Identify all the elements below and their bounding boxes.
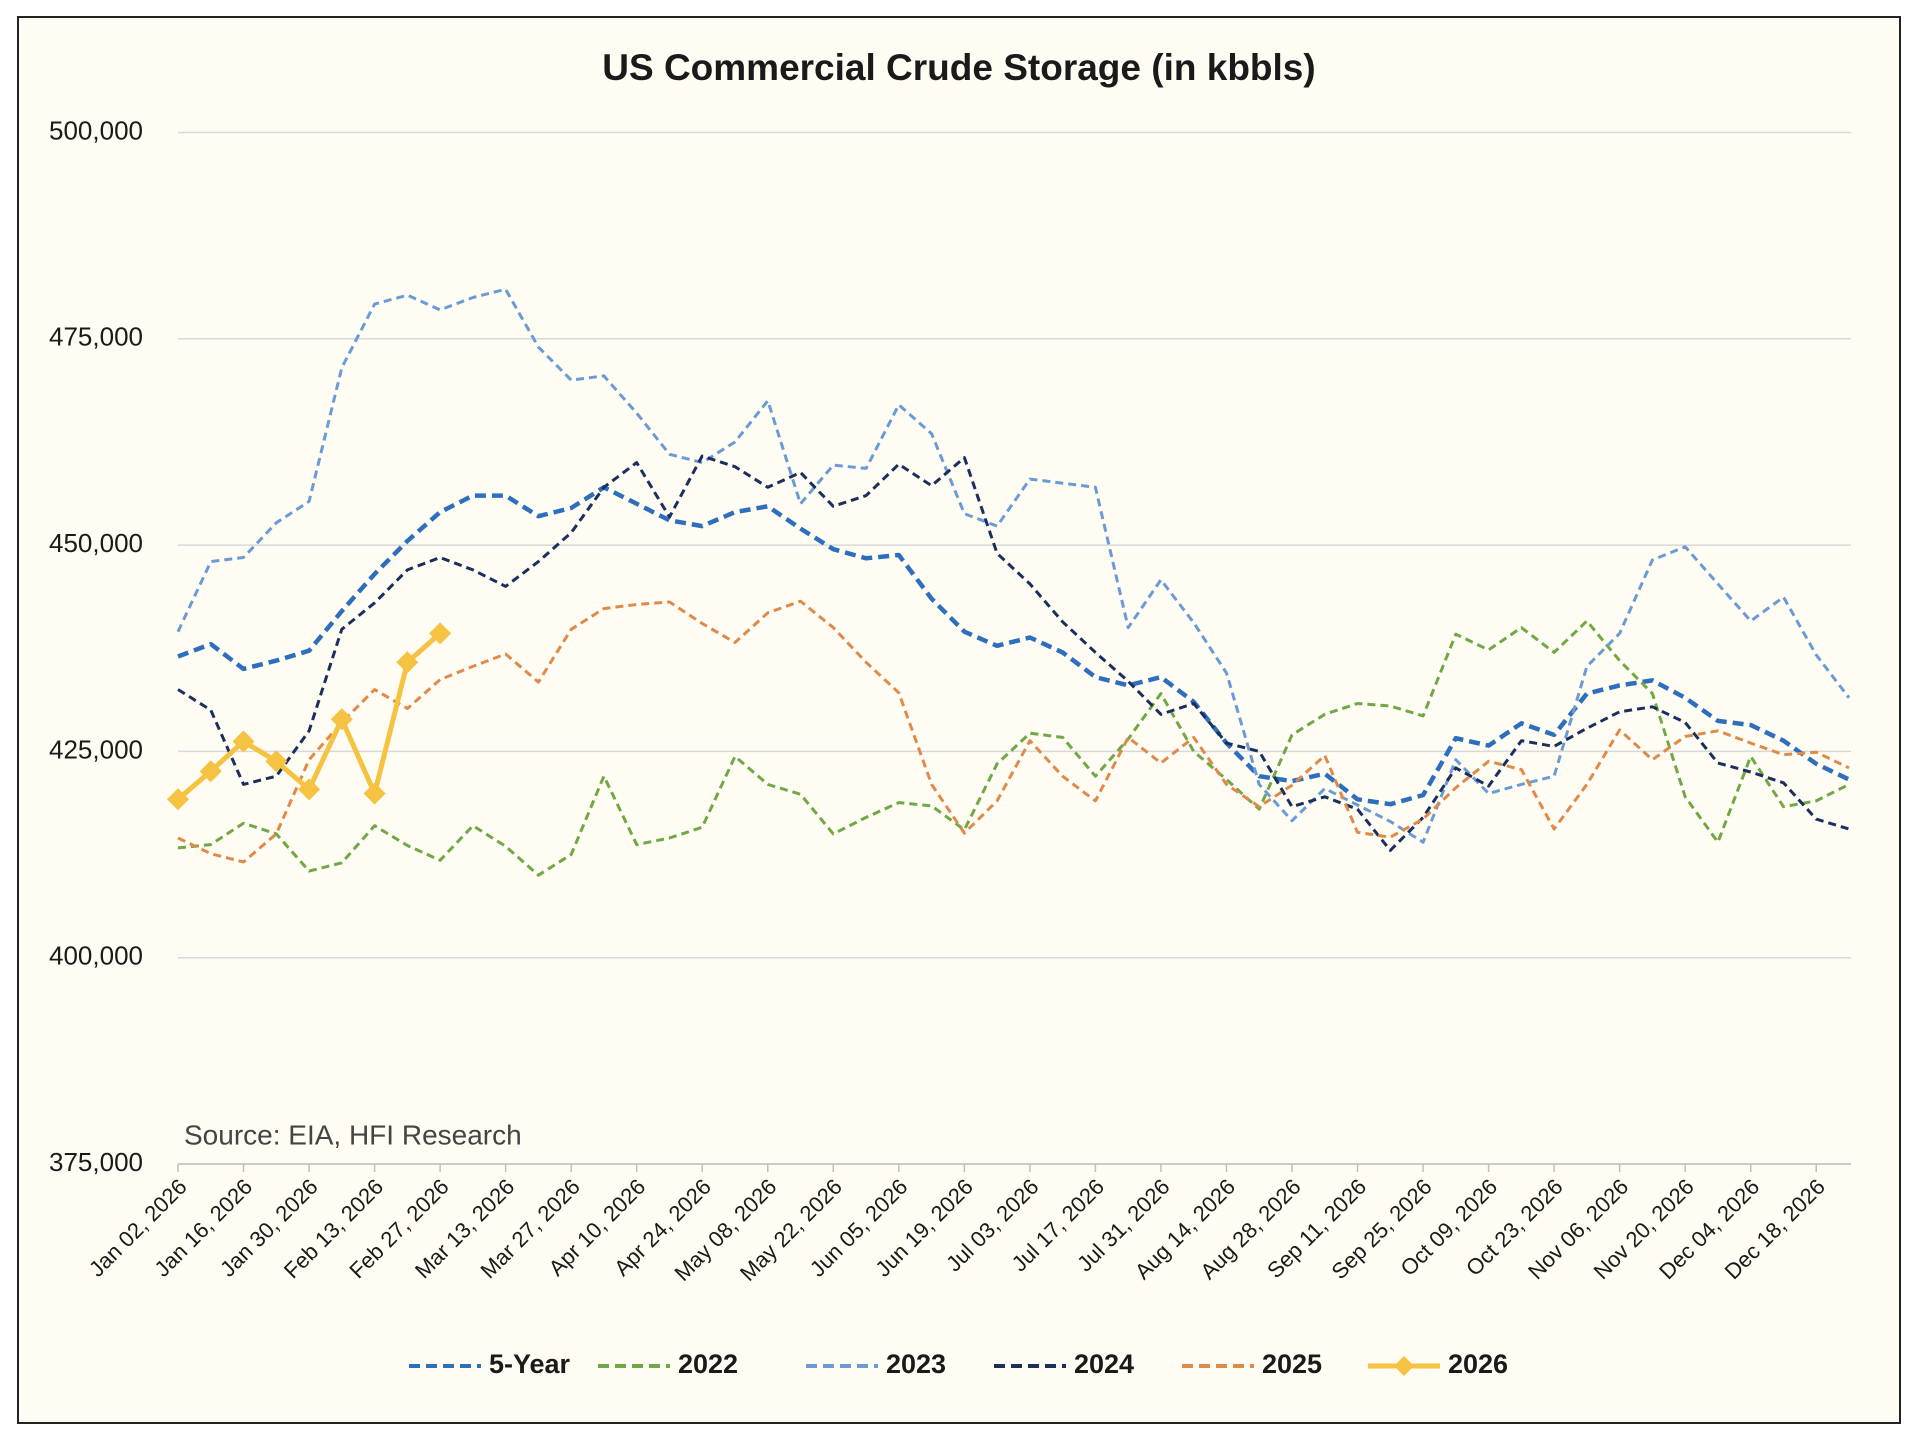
series-line — [176, 287, 1851, 844]
data-point — [298, 778, 321, 801]
series-line — [177, 454, 1850, 852]
y-tick-label: 450,000 — [49, 528, 143, 558]
y-tick-label: 500,000 — [49, 115, 143, 145]
data-point — [232, 730, 255, 753]
legend-label: 2023 — [886, 1349, 946, 1379]
y-tick-label: 375,000 — [49, 1147, 143, 1177]
legend-label: 2024 — [1074, 1349, 1134, 1379]
data-point — [330, 708, 353, 731]
y-tick-label: 475,000 — [49, 322, 143, 352]
y-tick-label: 400,000 — [49, 941, 143, 971]
legend-label: 2025 — [1262, 1349, 1322, 1379]
legend-label: 2022 — [678, 1349, 738, 1379]
data-point — [363, 782, 386, 805]
legend-label: 2026 — [1448, 1349, 1508, 1379]
data-point — [199, 760, 222, 783]
data-point — [396, 651, 419, 674]
chart-title: US Commercial Crude Storage (in kbbls) — [602, 47, 1315, 88]
series-line — [177, 599, 1850, 864]
source-note: Source: EIA, HFI Research — [184, 1119, 522, 1150]
series-line — [177, 619, 1850, 877]
y-tick-label: 425,000 — [49, 734, 143, 764]
series-line — [177, 485, 1850, 807]
data-point — [167, 788, 189, 811]
data-point — [429, 622, 452, 645]
data-point — [265, 750, 288, 773]
legend-marker — [1394, 1356, 1414, 1376]
legend-label: 5-Year — [489, 1349, 571, 1379]
